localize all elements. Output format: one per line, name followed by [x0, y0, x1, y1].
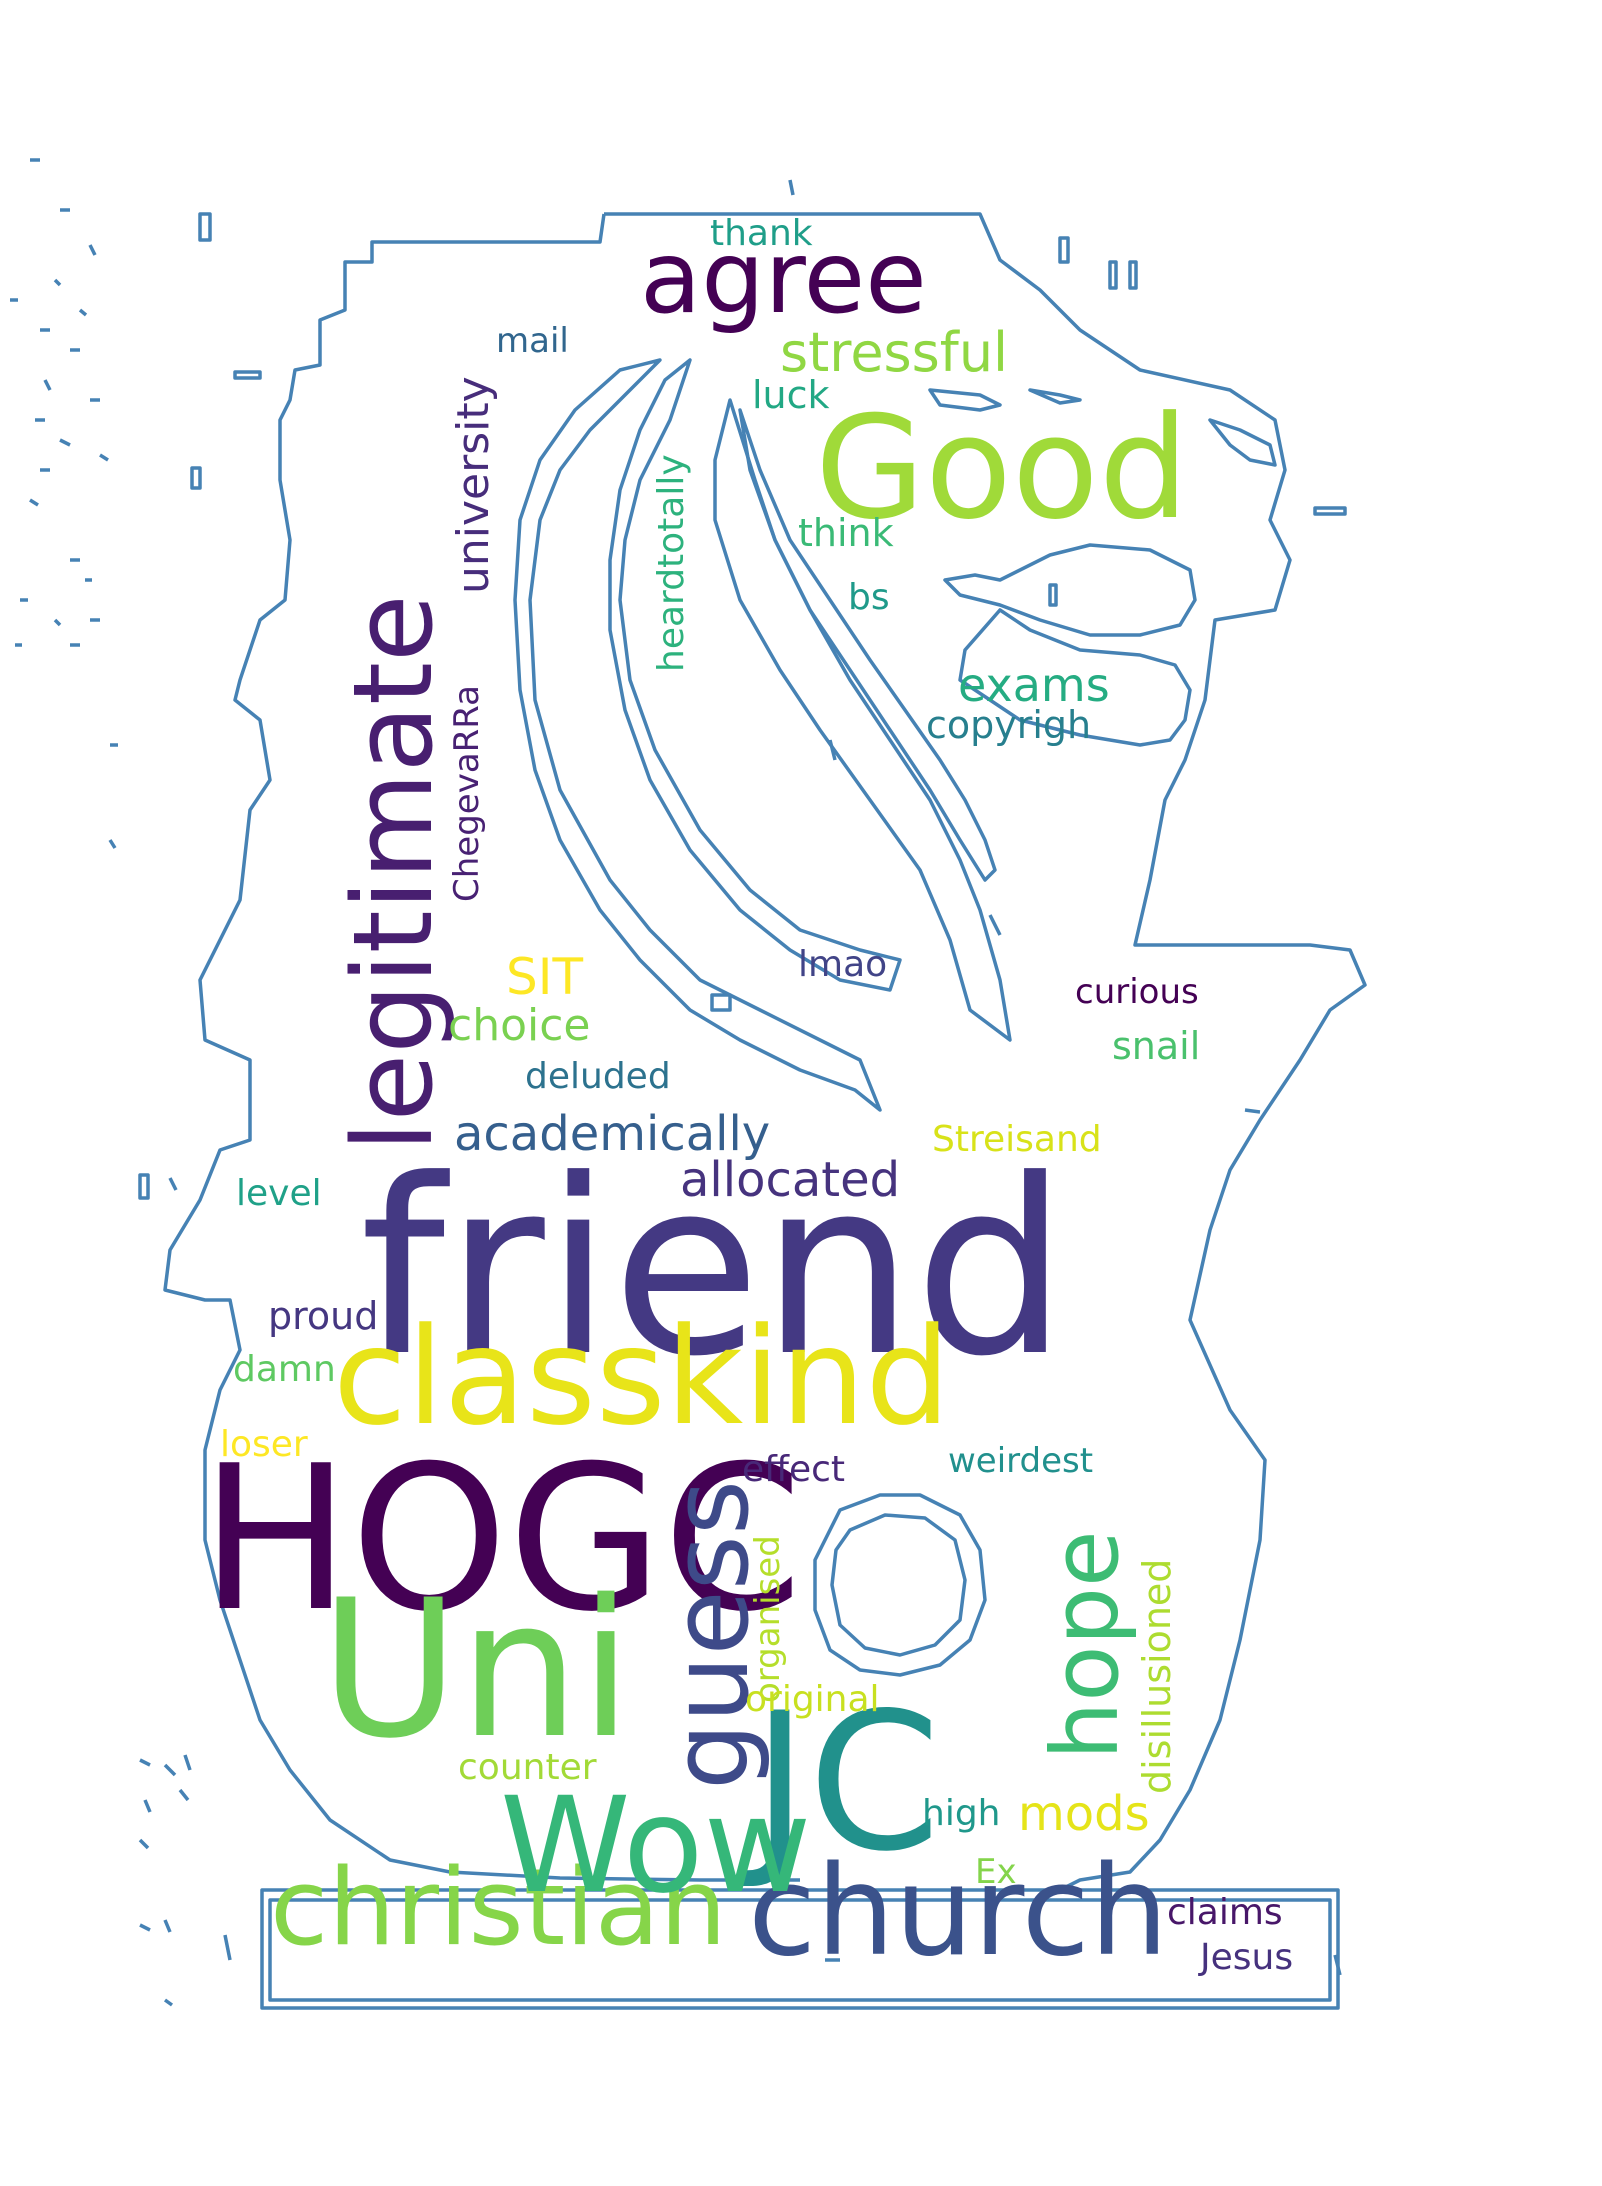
cloud-word-lmao: lmao: [798, 944, 888, 985]
cloud-word-good: Good: [815, 386, 1189, 551]
cloud-word-deluded: deluded: [525, 1056, 671, 1097]
cloud-word-snail: snail: [1112, 1024, 1201, 1068]
cloud-word-church: church: [748, 1840, 1169, 1984]
cloud-word-damn: damn: [233, 1349, 336, 1390]
cloud-word-weirdest: weirdest: [948, 1441, 1094, 1481]
cloud-word-luck: luck: [752, 373, 830, 417]
cloud-word-bs: bs: [848, 577, 890, 618]
cloud-word-stressful: stressful: [780, 321, 1009, 384]
cloud-word-proud: proud: [268, 1294, 379, 1338]
cloud-word-allocated: allocated: [680, 1152, 901, 1208]
cloud-word-sit: SIT: [506, 948, 584, 1006]
cloud-word-curious: curious: [1075, 972, 1199, 1012]
cloud-word-legitimate: legitimate: [329, 594, 457, 1152]
cloud-word-friend: friend: [360, 1128, 1068, 1410]
cloud-word-mods: mods: [1018, 1786, 1150, 1842]
cloud-word-effect: effect: [742, 1449, 846, 1490]
cloud-word-chegevarra: ChegevaRRa: [447, 685, 487, 902]
cloud-word-uni: Uni: [320, 1559, 633, 1780]
cloud-word-university: university: [448, 376, 499, 594]
cloud-word-heardtotally: heardtotally: [651, 454, 692, 672]
cloud-word-loser: loser: [220, 1424, 308, 1465]
cloud-word-jc: JC: [752, 1672, 941, 1893]
cloud-word-jesus: Jesus: [1200, 1937, 1294, 1978]
cloud-word-think: think: [798, 511, 894, 555]
cloud-word-high: high: [922, 1793, 1001, 1834]
cloud-word-claims: claims: [1167, 1892, 1283, 1933]
cloud-word-streisand: Streisand: [932, 1119, 1102, 1160]
cloud-word-classkind: classkind: [333, 1299, 951, 1455]
cloud-word-choice: choice: [448, 1000, 591, 1051]
cloud-word-hope: hope: [1032, 1530, 1139, 1760]
cloud-word-thank: thank: [710, 213, 813, 254]
cloud-word-hogc: HOGC: [200, 1423, 803, 1656]
cloud-word-copyrigh: copyrigh: [926, 703, 1092, 747]
cloud-word-christian: christian: [270, 1846, 727, 1969]
cloud-word-mail: mail: [496, 321, 569, 361]
cloud-word-exams: exams: [958, 658, 1110, 712]
cloud-word-disillusioned: disillusioned: [1135, 1558, 1179, 1794]
cloud-word-counter: counter: [458, 1747, 597, 1788]
cloud-word-organised: organised: [748, 1535, 788, 1703]
cloud-word-agree: agree: [640, 219, 927, 336]
cloud-word-original: original: [745, 1679, 880, 1720]
cloud-word-wow: Wow: [500, 1769, 812, 1923]
cloud-word-academically: academically: [454, 1106, 771, 1162]
cloud-word-level: level: [236, 1173, 322, 1214]
cloud-word-ex: Ex: [975, 1852, 1017, 1892]
